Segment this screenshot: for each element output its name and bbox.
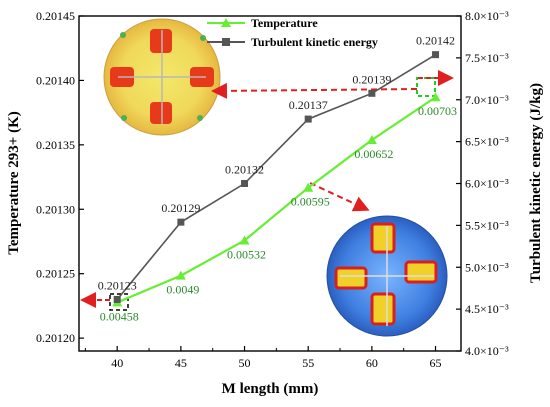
- left-tick-label: 0.20120: [36, 331, 75, 345]
- right-tick-label: 8.0×10⁻³: [465, 9, 509, 23]
- tke-line: [116, 53, 436, 300]
- right-tick-label: 5.5×10⁻³: [465, 218, 509, 232]
- right-tick-label: 7.5×10⁻³: [465, 51, 509, 65]
- tke-point: [368, 89, 376, 97]
- temperature-point-label: 0.00652: [354, 147, 393, 161]
- temperature-point: [366, 134, 377, 144]
- x-tick-label: 40: [111, 356, 123, 370]
- tke-point: [304, 115, 312, 123]
- tke-point-label: 0.20142: [416, 34, 455, 48]
- right-tick-label: 4.5×10⁻³: [465, 302, 509, 316]
- left-axis-ticks: 0.20120 0.20125 0.20130 0.20135 0.20140 0.201…: [36, 9, 84, 345]
- right-tick-label: 5.0×10⁻³: [465, 260, 509, 274]
- tke-point: [113, 295, 121, 303]
- right-tick-label: 7.0×10⁻³: [465, 93, 509, 107]
- highlight-box-40: [109, 293, 129, 311]
- tke-point-label: 0.20123: [98, 278, 137, 292]
- legend-label-temperature: Temperature: [251, 16, 318, 30]
- highlight-box-65: [416, 77, 436, 97]
- temperature-point-label: 0.00595: [291, 195, 330, 209]
- temperature-line: [116, 96, 437, 304]
- left-tick-label: 0.20130: [36, 202, 75, 216]
- tke-point-label: 0.20137: [289, 98, 328, 112]
- temperature-contour-inset: [103, 18, 221, 136]
- right-tick-label: 4.0×10⁻³: [465, 344, 509, 358]
- arrow-to-tke-inset: [309, 182, 370, 212]
- left-tick-label: 0.20125: [36, 267, 75, 281]
- tke-contour-inset: [326, 215, 448, 337]
- x-tick-label: 50: [239, 356, 251, 370]
- temperature-point: [303, 182, 314, 192]
- tke-point: [432, 51, 440, 59]
- legend: Temperature Turbulent kinetic energy: [207, 16, 378, 49]
- temperature-point: [430, 92, 441, 102]
- tke-point-label: 0.20129: [161, 201, 200, 215]
- tke-point-label: 0.20139: [352, 72, 391, 86]
- x-tick-label: 60: [366, 356, 378, 370]
- x-tick-label: 65: [430, 356, 442, 370]
- legend-triangle-icon: [221, 18, 231, 27]
- right-tick-label: 6.0×10⁻³: [465, 177, 509, 191]
- tke-point-label: 0.20132: [225, 163, 264, 177]
- right-axis-ticks: 4.0×10⁻³ 4.5×10⁻³ 5.0×10⁻³ 5.5×10⁻³ 6.0×10⁻³…: [456, 9, 509, 358]
- temperature-point: [239, 235, 250, 245]
- legend-square-icon: [222, 38, 230, 46]
- right-tick-label: 6.5×10⁻³: [465, 135, 509, 149]
- temperature-point-label: 0.00532: [227, 247, 266, 261]
- x-axis-title: M length (mm): [222, 381, 319, 397]
- legend-label-tke: Turbulent kinetic energy: [251, 35, 378, 49]
- arrow-to-temperature-inset: [211, 82, 418, 99]
- tke-point: [177, 218, 185, 226]
- x-axis-ticks: 40 45 50 55 60 65: [84, 346, 442, 370]
- left-tick-label: 0.20140: [36, 73, 75, 87]
- temperature-point-label: 0.00458: [100, 309, 139, 323]
- temperature-point: [175, 270, 186, 280]
- left-tick-label: 0.20135: [36, 138, 75, 152]
- left-axis-title: Temperature 293+ (K): [6, 111, 22, 255]
- x-tick-label: 55: [302, 356, 314, 370]
- temperature-point-label: 0.00703: [418, 104, 457, 118]
- tke-point: [241, 180, 249, 187]
- series-layer: 0.20123 0.20129 0.20132 0.20137 0.20139 0.201…: [98, 34, 457, 324]
- temperature-point-label: 0.0049: [166, 283, 199, 297]
- left-tick-label: 0.20145: [36, 9, 75, 23]
- right-axis-title: Turbulent kinetic energy (J/kg): [528, 83, 544, 283]
- x-tick-label: 45: [175, 356, 187, 370]
